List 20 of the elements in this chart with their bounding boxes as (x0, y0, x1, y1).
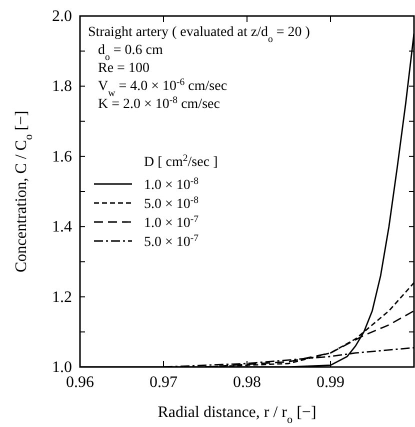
x-tick-label: 0.99 (316, 374, 344, 391)
y-tick-label: 1.0 (52, 359, 72, 376)
y-tick-label: 1.2 (52, 288, 72, 306)
y-tick-label: 1.4 (52, 218, 72, 236)
legend-label: 1.0 × 10$^{-8}$ (144, 176, 199, 193)
legend-label: 1.0 × 10$^{-7}$ (144, 214, 199, 231)
x-tick-label: 0.96 (66, 374, 94, 391)
y-tick-label: 1.8 (52, 78, 72, 96)
annotation: K = 2.0 × 10$^{-8}$ cm/sec (98, 94, 220, 112)
annotation: Straight artery ( evaluated at z/d$_{o}$ = 20 ) (88, 25, 310, 44)
legend-label: 5.0 × 10$^{-7}$ (144, 232, 199, 250)
annotation: Re = 100 (98, 61, 150, 76)
y-tick-label: 2.0 (52, 8, 72, 25)
legend-title: D [ cm$^{2}$/sec ] (144, 152, 218, 170)
annotation: d$_{o}$ = 0.6 cm (98, 43, 164, 62)
x-tick-label: 0.97 (150, 374, 178, 391)
legend-label: 5.0 × 10$^{-8}$ (144, 194, 199, 212)
y-tick-label: 1.6 (52, 148, 72, 166)
x-tick-label: 0.98 (233, 374, 261, 391)
x-axis-title: Radial distance, r / r$_{o}$ [−] (158, 404, 316, 426)
